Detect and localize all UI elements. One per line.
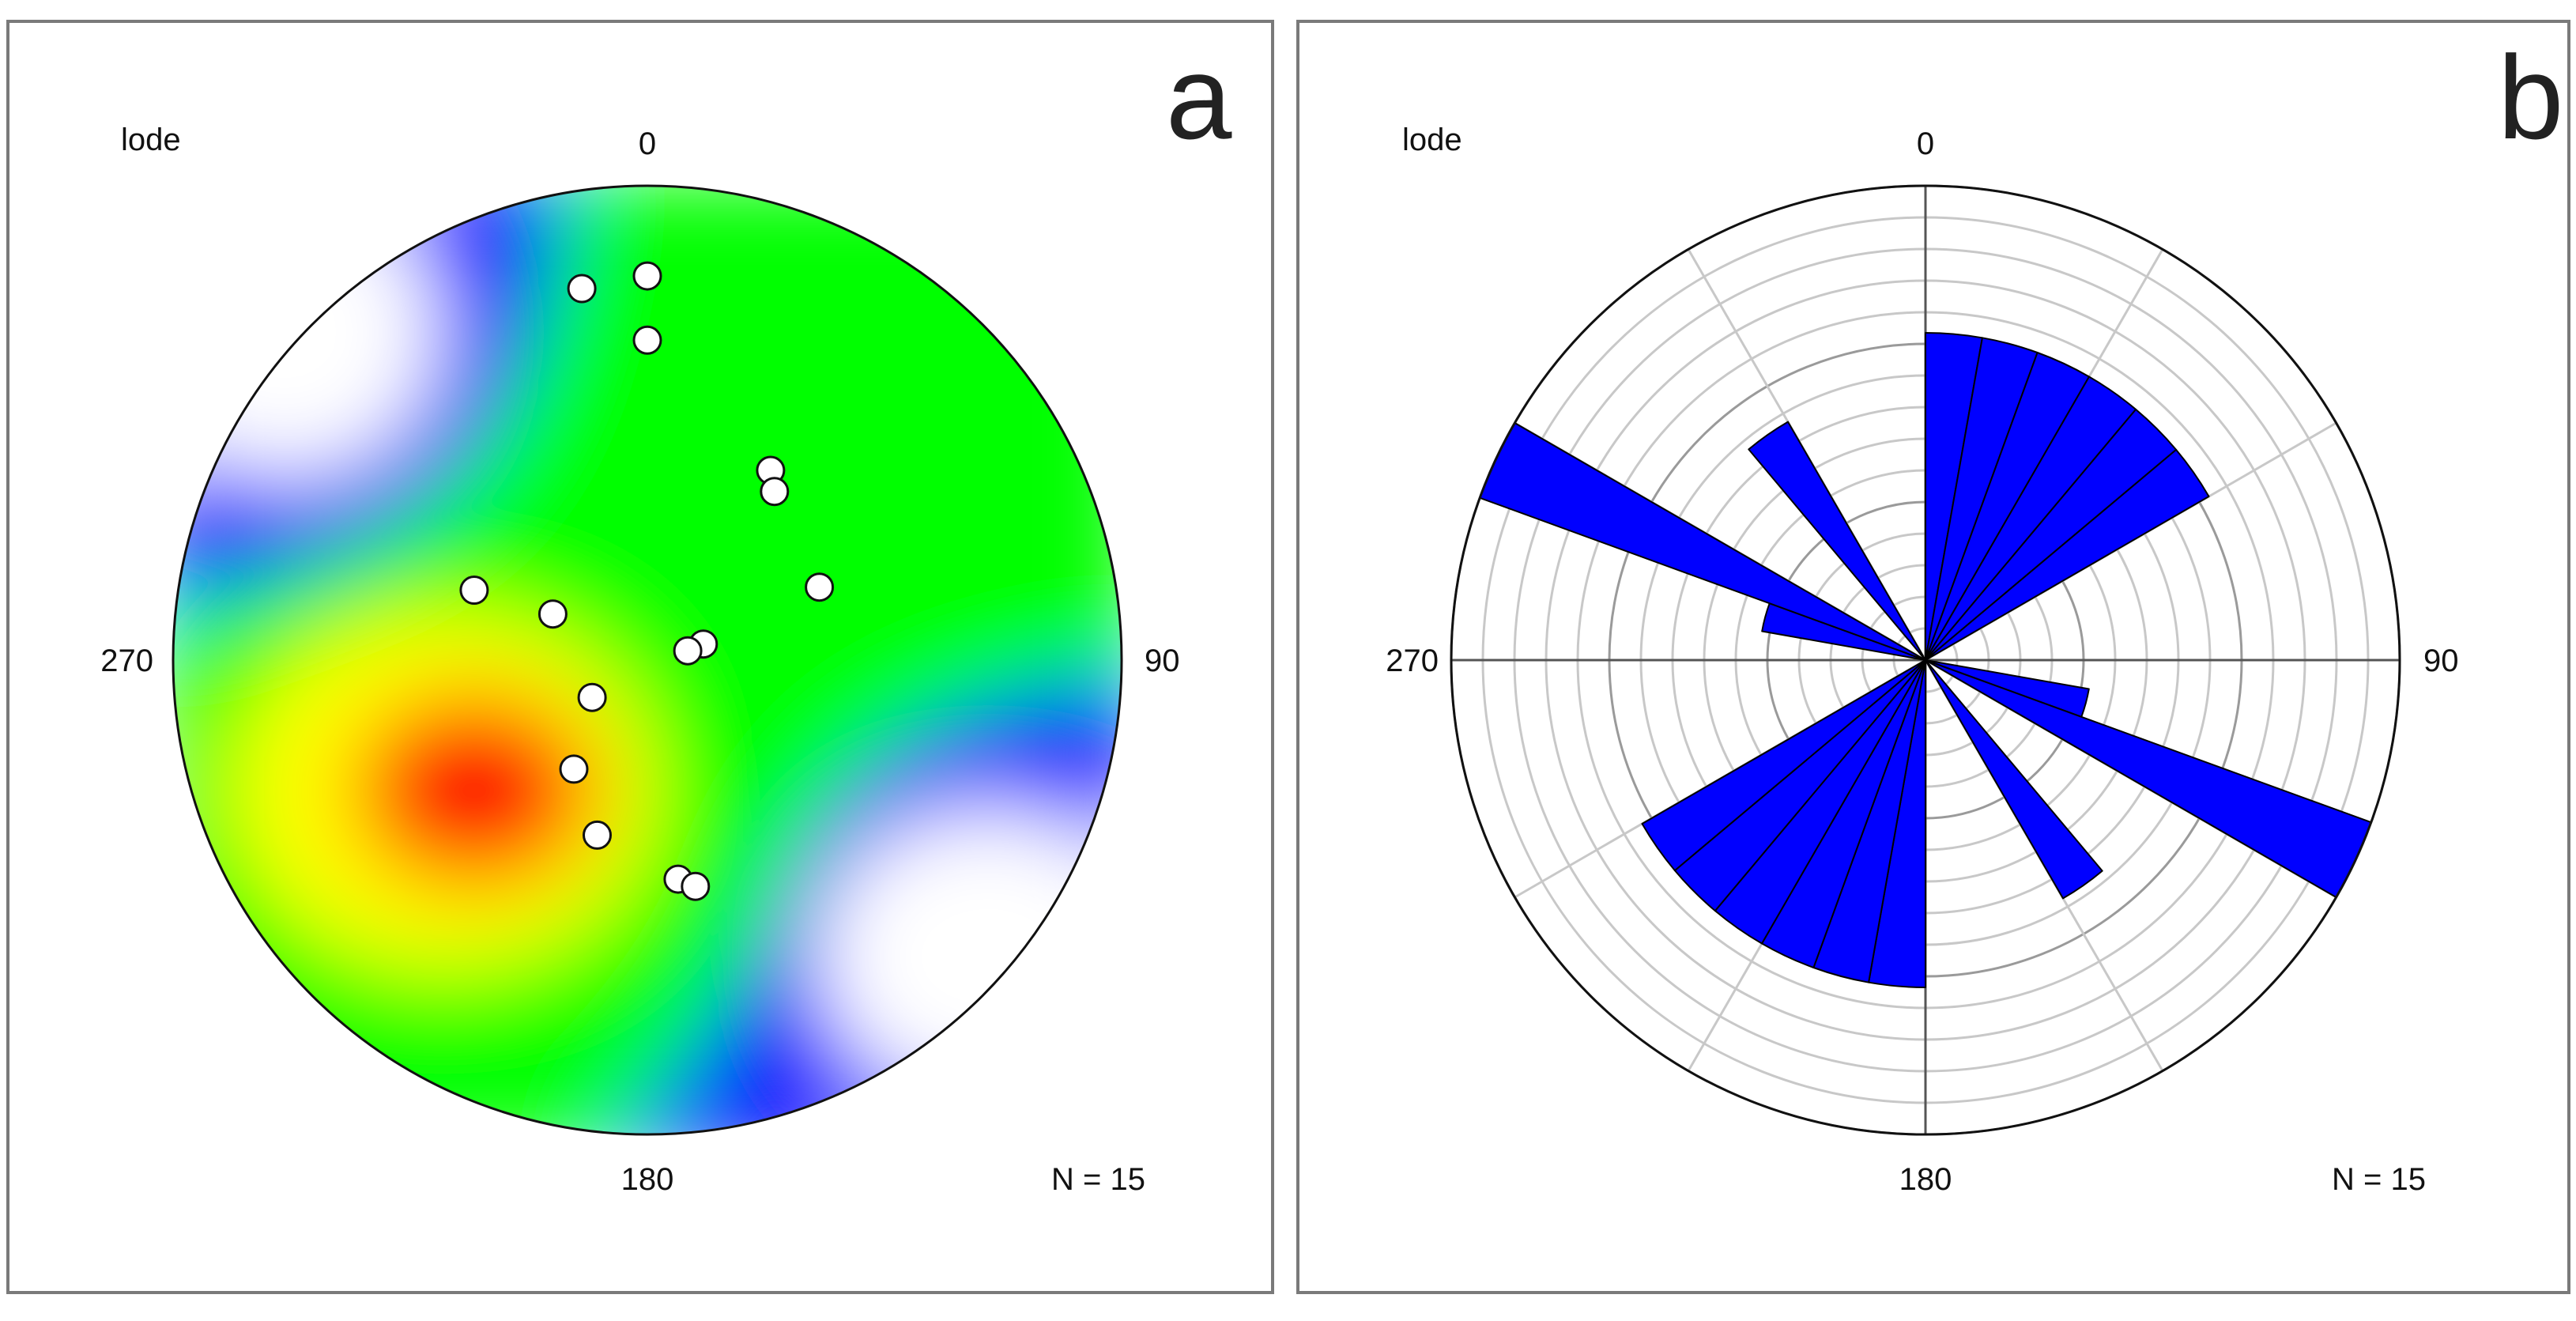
panel-a: a lode 0 90 180 270 N = 15 [6,20,1274,1294]
rose-petal-230-240 [1641,659,1926,872]
panel-b-title: lode [1402,123,1462,157]
panel-a-n-label: N = 15 [1051,1162,1145,1197]
panel-b-frame [1296,20,2570,1294]
rose-petals [1479,332,2372,988]
panel-b-letter: b [2498,31,2563,164]
rose-petal-320-330 [1748,421,1926,661]
panel-a-letter: a [1166,31,1232,164]
pole-point-6 [673,636,703,666]
panel-a-label-west: 270 [100,644,153,678]
pole-point-15 [681,871,711,901]
pole-point-10 [537,599,568,629]
pole-point-8 [459,576,489,605]
stereonet-points [459,261,835,901]
panel-a-label-north: 0 [639,126,656,161]
rose-outer-circle [1450,184,2401,1136]
panel-b-label-west: 270 [1386,644,1439,678]
panel-a-title: lode [121,123,181,157]
panel-a-label-south: 180 [621,1162,674,1197]
pole-point-13 [583,820,612,850]
panel-b: b lode 0 90 180 270 N = 15 [1296,20,2570,1294]
panel-b-n-label: N = 15 [2332,1162,2426,1197]
stereonet-primitive [172,184,1123,1136]
panel-b-label-south: 180 [1899,1162,1952,1197]
pole-point-12 [559,754,589,784]
pole-point-4 [760,477,790,507]
rose-petal-140-150 [1925,659,2103,900]
pole-point-7 [805,572,835,602]
pole-point-2 [632,325,662,355]
panel-a-label-east: 90 [1145,644,1180,678]
pole-point-9 [567,274,597,304]
pole-point-1 [632,261,662,291]
pole-point-11 [577,682,607,712]
panel-b-label-east: 90 [2423,644,2459,678]
panel-b-label-north: 0 [1917,126,1934,161]
rose-petal-50-60 [1925,448,2210,661]
density-level-red [356,696,593,885]
